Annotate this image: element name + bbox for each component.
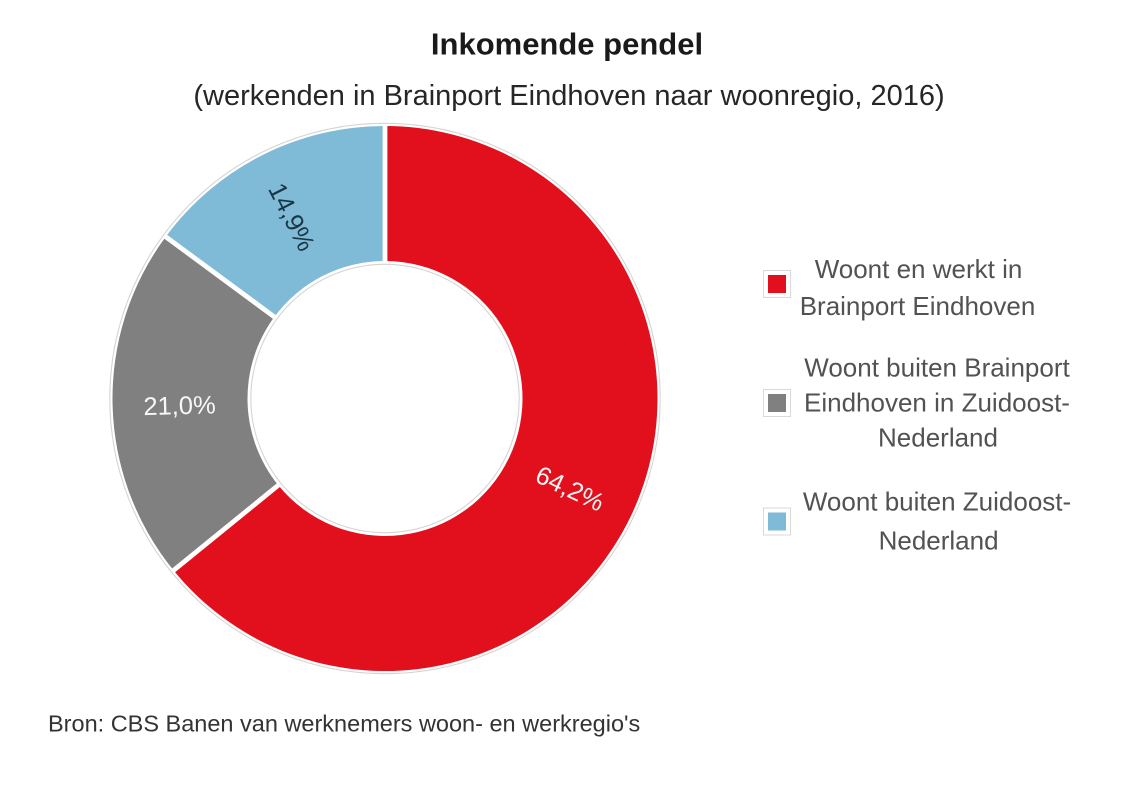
svg-text:Woont en werkt in: Woont en werkt in — [815, 254, 1023, 284]
svg-text:Nederland: Nederland — [879, 526, 999, 556]
svg-text:Inkomende pendel: Inkomende pendel — [431, 27, 703, 62]
svg-text:Bron: CBS Banen van werknemers: Bron: CBS Banen van werknemers woon- en … — [48, 711, 640, 737]
svg-text:Woont buiten Zuidoost-: Woont buiten Zuidoost- — [803, 487, 1071, 517]
svg-text:Brainport Eindhoven: Brainport Eindhoven — [800, 291, 1036, 321]
svg-text:Eindhoven in Zuidoost-: Eindhoven in Zuidoost- — [804, 387, 1070, 417]
svg-text:(werkenden in Brainport Eindho: (werkenden in Brainport Eindhoven naar w… — [193, 80, 944, 112]
svg-text:21,0%: 21,0% — [143, 391, 216, 421]
svg-text:Woont buiten Brainport: Woont buiten Brainport — [804, 353, 1070, 383]
svg-text:Nederland: Nederland — [878, 422, 998, 452]
